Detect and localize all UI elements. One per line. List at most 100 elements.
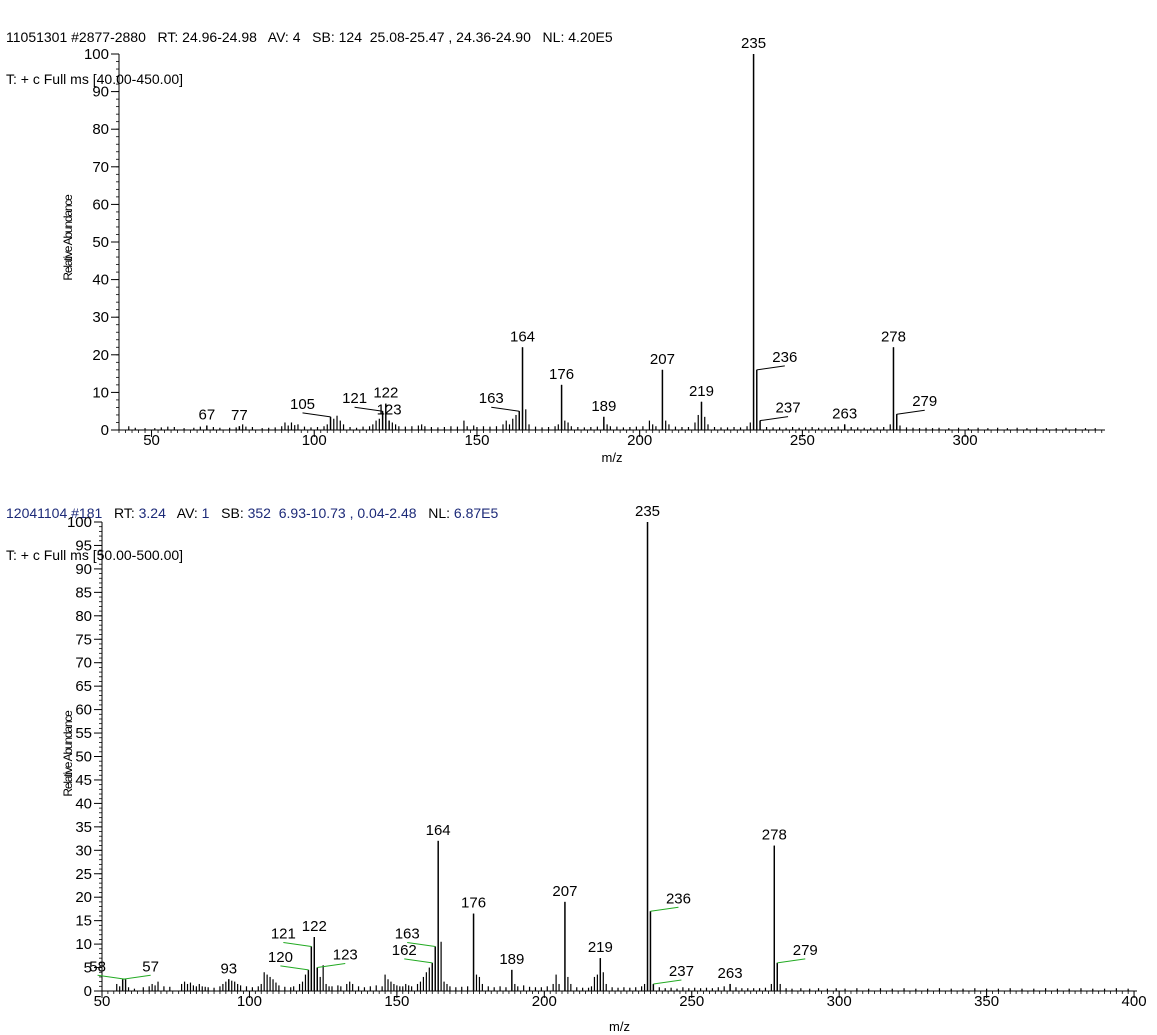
x-tick-label: 300 — [953, 432, 978, 449]
peak-label-leader — [123, 975, 151, 979]
spectrum-2-header: 12041104 #181 RT: 3.24 AV: 1 SB: 352 6.9… — [6, 478, 498, 576]
peak-label: 237 — [669, 963, 694, 980]
y-tick-label: 20 — [75, 889, 92, 906]
x-tick-label: 300 — [827, 993, 852, 1010]
x-tick-label: 150 — [384, 993, 409, 1010]
peak-label: 93 — [220, 960, 237, 977]
peak-label: 164 — [510, 328, 535, 345]
peak-label-leader — [355, 407, 383, 411]
x-tick-label: 50 — [143, 432, 160, 449]
peak-label: 163 — [479, 390, 504, 407]
peak-label: 278 — [881, 328, 906, 345]
y-tick-label: 25 — [75, 866, 92, 883]
peak-label-leader — [280, 966, 308, 970]
peak-label: 164 — [426, 822, 451, 839]
rt-label: RT: — [114, 505, 135, 521]
peak-label-leader — [760, 417, 788, 421]
spectrum-2-filter: T: + c Full ms [50.00-500.00] — [6, 548, 498, 562]
peak-label: 67 — [199, 406, 216, 423]
peak-label: 219 — [689, 383, 714, 400]
x-tick-label: 100 — [237, 993, 262, 1010]
peak-label-leader — [650, 907, 678, 911]
y-tick-label: 80 — [92, 121, 109, 138]
x-tick-label: 200 — [532, 993, 557, 1010]
x-tick-label: 250 — [679, 993, 704, 1010]
peak-label: 235 — [635, 503, 660, 520]
peak-label: 207 — [650, 351, 675, 368]
peak-label: 77 — [231, 407, 248, 424]
x-tick-label: 250 — [790, 432, 815, 449]
x-tick-label: 50 — [94, 993, 111, 1010]
peak-label: 122 — [302, 918, 327, 935]
y-tick-label: 40 — [92, 272, 109, 289]
peak-label: 57 — [142, 958, 159, 975]
peak-label: 189 — [499, 951, 524, 968]
peak-label: 121 — [342, 390, 367, 407]
spectrum-2-scan-number: 12041104 #181 — [6, 505, 102, 521]
y-tick-label: 5 — [84, 960, 92, 977]
peak-label: 123 — [377, 402, 402, 419]
y-tick-label: 20 — [92, 347, 109, 364]
peak-label: 176 — [461, 895, 486, 912]
y-tick-label: 45 — [75, 772, 92, 789]
peak-label: 278 — [762, 827, 787, 844]
peak-label: 120 — [268, 949, 293, 966]
sb-value: 352 6.93-10.73 , 0.04-2.48 — [248, 505, 417, 521]
y-tick-label: 40 — [75, 795, 92, 812]
peak-label: 236 — [666, 890, 691, 907]
peak-label-leader — [777, 959, 805, 963]
y-tick-label: 30 — [75, 842, 92, 859]
y-tick-label: 30 — [92, 309, 109, 326]
y-tick-label: 35 — [75, 819, 92, 836]
y-tick-label: 10 — [92, 384, 109, 401]
peak-label: 176 — [549, 366, 574, 383]
peak-label-leader — [653, 980, 681, 984]
y-tick-label: 70 — [75, 655, 92, 672]
peak-label-leader — [98, 975, 126, 979]
peak-label: 123 — [333, 947, 358, 964]
y-tick-label: 80 — [75, 608, 92, 625]
peak-label-leader — [303, 413, 331, 417]
y-tick-label: 50 — [75, 749, 92, 766]
peak-label-leader — [407, 942, 435, 946]
x-axis-title: m/z — [602, 450, 623, 465]
peak-label: 189 — [591, 398, 616, 415]
x-tick-label: 100 — [302, 432, 327, 449]
y-tick-label: 70 — [92, 159, 109, 176]
peak-label: 263 — [718, 965, 743, 982]
y-tick-label: 15 — [75, 913, 92, 930]
sb-label: SB: — [221, 505, 244, 521]
peak-label: 122 — [373, 385, 398, 402]
nl-value: 6.87E5 — [454, 505, 498, 521]
peak-label: 58 — [89, 958, 106, 975]
x-tick-label: 400 — [1122, 993, 1147, 1010]
y-axis-title: Relative Abundance — [61, 194, 75, 281]
peak-label: 162 — [392, 942, 417, 959]
peak-label: 279 — [912, 393, 937, 410]
peak-label: 279 — [793, 942, 818, 959]
y-tick-label: 0 — [101, 422, 109, 439]
peak-label: 163 — [395, 925, 420, 942]
y-axis-title: Relative Abundance — [61, 710, 75, 797]
y-tick-label: 85 — [75, 584, 92, 601]
y-tick-label: 60 — [92, 196, 109, 213]
peak-label-leader — [283, 942, 311, 946]
peak-label: 219 — [588, 939, 613, 956]
y-tick-label: 10 — [75, 936, 92, 953]
y-tick-label: 55 — [75, 725, 92, 742]
x-tick-label: 350 — [974, 993, 999, 1010]
peak-label: 207 — [552, 883, 577, 900]
x-tick-label: 200 — [627, 432, 652, 449]
peak-label-leader — [317, 964, 345, 968]
peak-label: 235 — [741, 35, 766, 52]
peak-label: 121 — [271, 925, 296, 942]
y-tick-label: 75 — [75, 631, 92, 648]
peak-label: 237 — [776, 400, 801, 417]
spectrum-1-header: 11051301 #2877-2880 RT: 24.96-24.98 AV: … — [6, 2, 613, 100]
av-label: AV: — [177, 505, 198, 521]
x-tick-label: 150 — [464, 432, 489, 449]
peak-label-leader — [404, 959, 432, 963]
peak-label-leader — [757, 366, 785, 370]
peak-label: 105 — [290, 396, 315, 413]
nl-label: NL: — [428, 505, 450, 521]
